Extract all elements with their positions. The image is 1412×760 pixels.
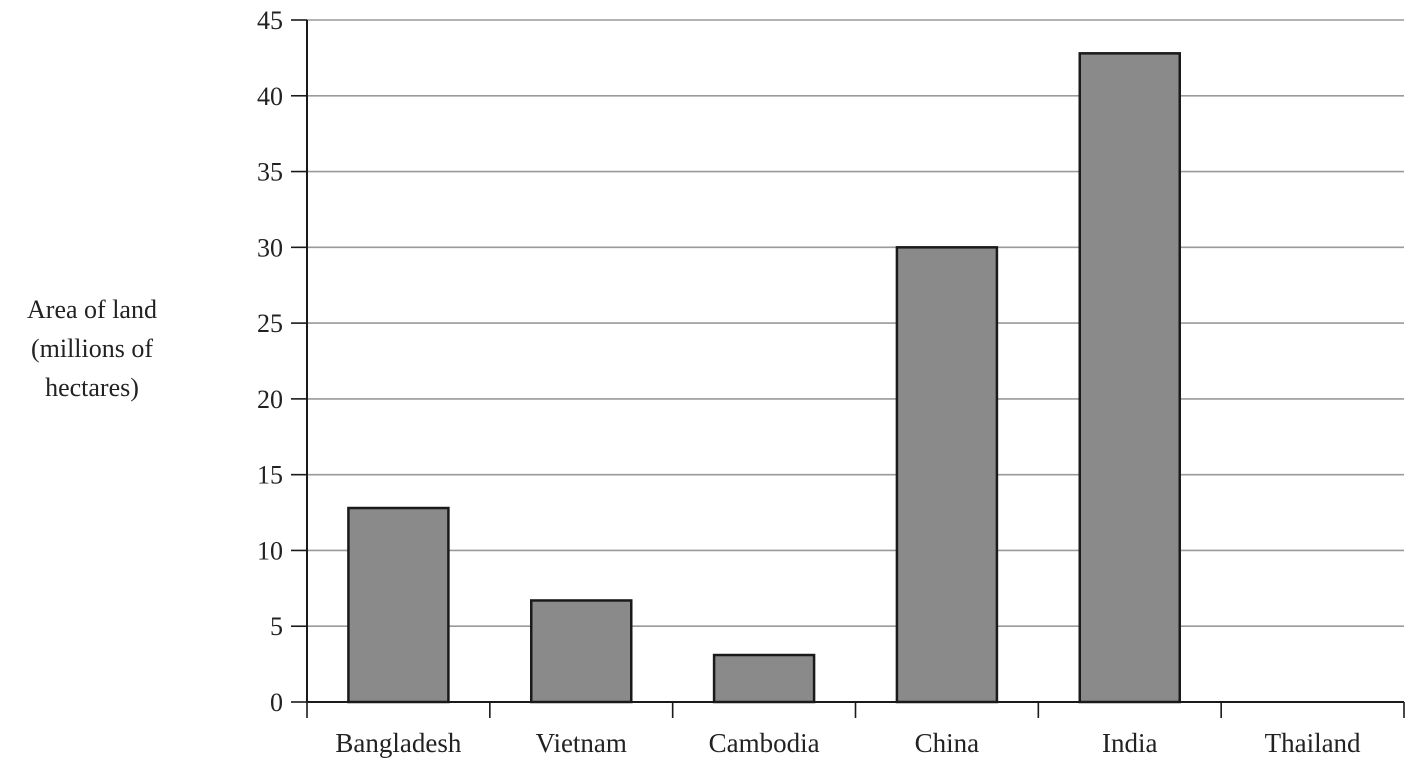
bar-china <box>895 246 999 704</box>
y-tick-label: 5 <box>270 612 283 641</box>
y-axis-label-line-2: (millions of <box>31 334 153 363</box>
x-category-label: China <box>915 728 980 758</box>
y-tick-label: 30 <box>257 233 283 262</box>
y-tick-labels: 0 5 10 15 20 25 30 35 40 45 <box>257 6 283 717</box>
y-tick-label: 25 <box>257 309 283 338</box>
axes <box>291 19 1405 718</box>
x-category-labels: Bangladesh Vietnam Cambodia China India Thail… <box>335 728 1361 758</box>
y-tick-label: 20 <box>257 385 283 414</box>
y-tick-label: 10 <box>257 536 283 565</box>
y-tick-label: 15 <box>257 461 283 490</box>
y-tick-label: 0 <box>270 688 283 717</box>
x-category-label: India <box>1102 728 1157 758</box>
y-tick-label: 45 <box>257 6 283 35</box>
x-category-label: Bangladesh <box>335 728 461 758</box>
x-category-label: Cambodia <box>709 728 820 758</box>
x-category-label: Vietnam <box>536 728 627 758</box>
x-category-label: Thailand <box>1265 728 1361 758</box>
y-axis-label-line-1: Area of land <box>27 295 157 324</box>
bar-bangladesh <box>347 506 450 704</box>
bars <box>347 52 1181 704</box>
bar-vietnam <box>530 599 633 704</box>
bar-india <box>1078 52 1181 704</box>
y-tick-label: 35 <box>257 158 283 187</box>
bar-cambodia <box>712 653 816 704</box>
gridlines <box>307 19 1404 628</box>
y-axis-label-line-3: hectares) <box>45 373 139 402</box>
y-tick-label: 40 <box>257 82 283 111</box>
